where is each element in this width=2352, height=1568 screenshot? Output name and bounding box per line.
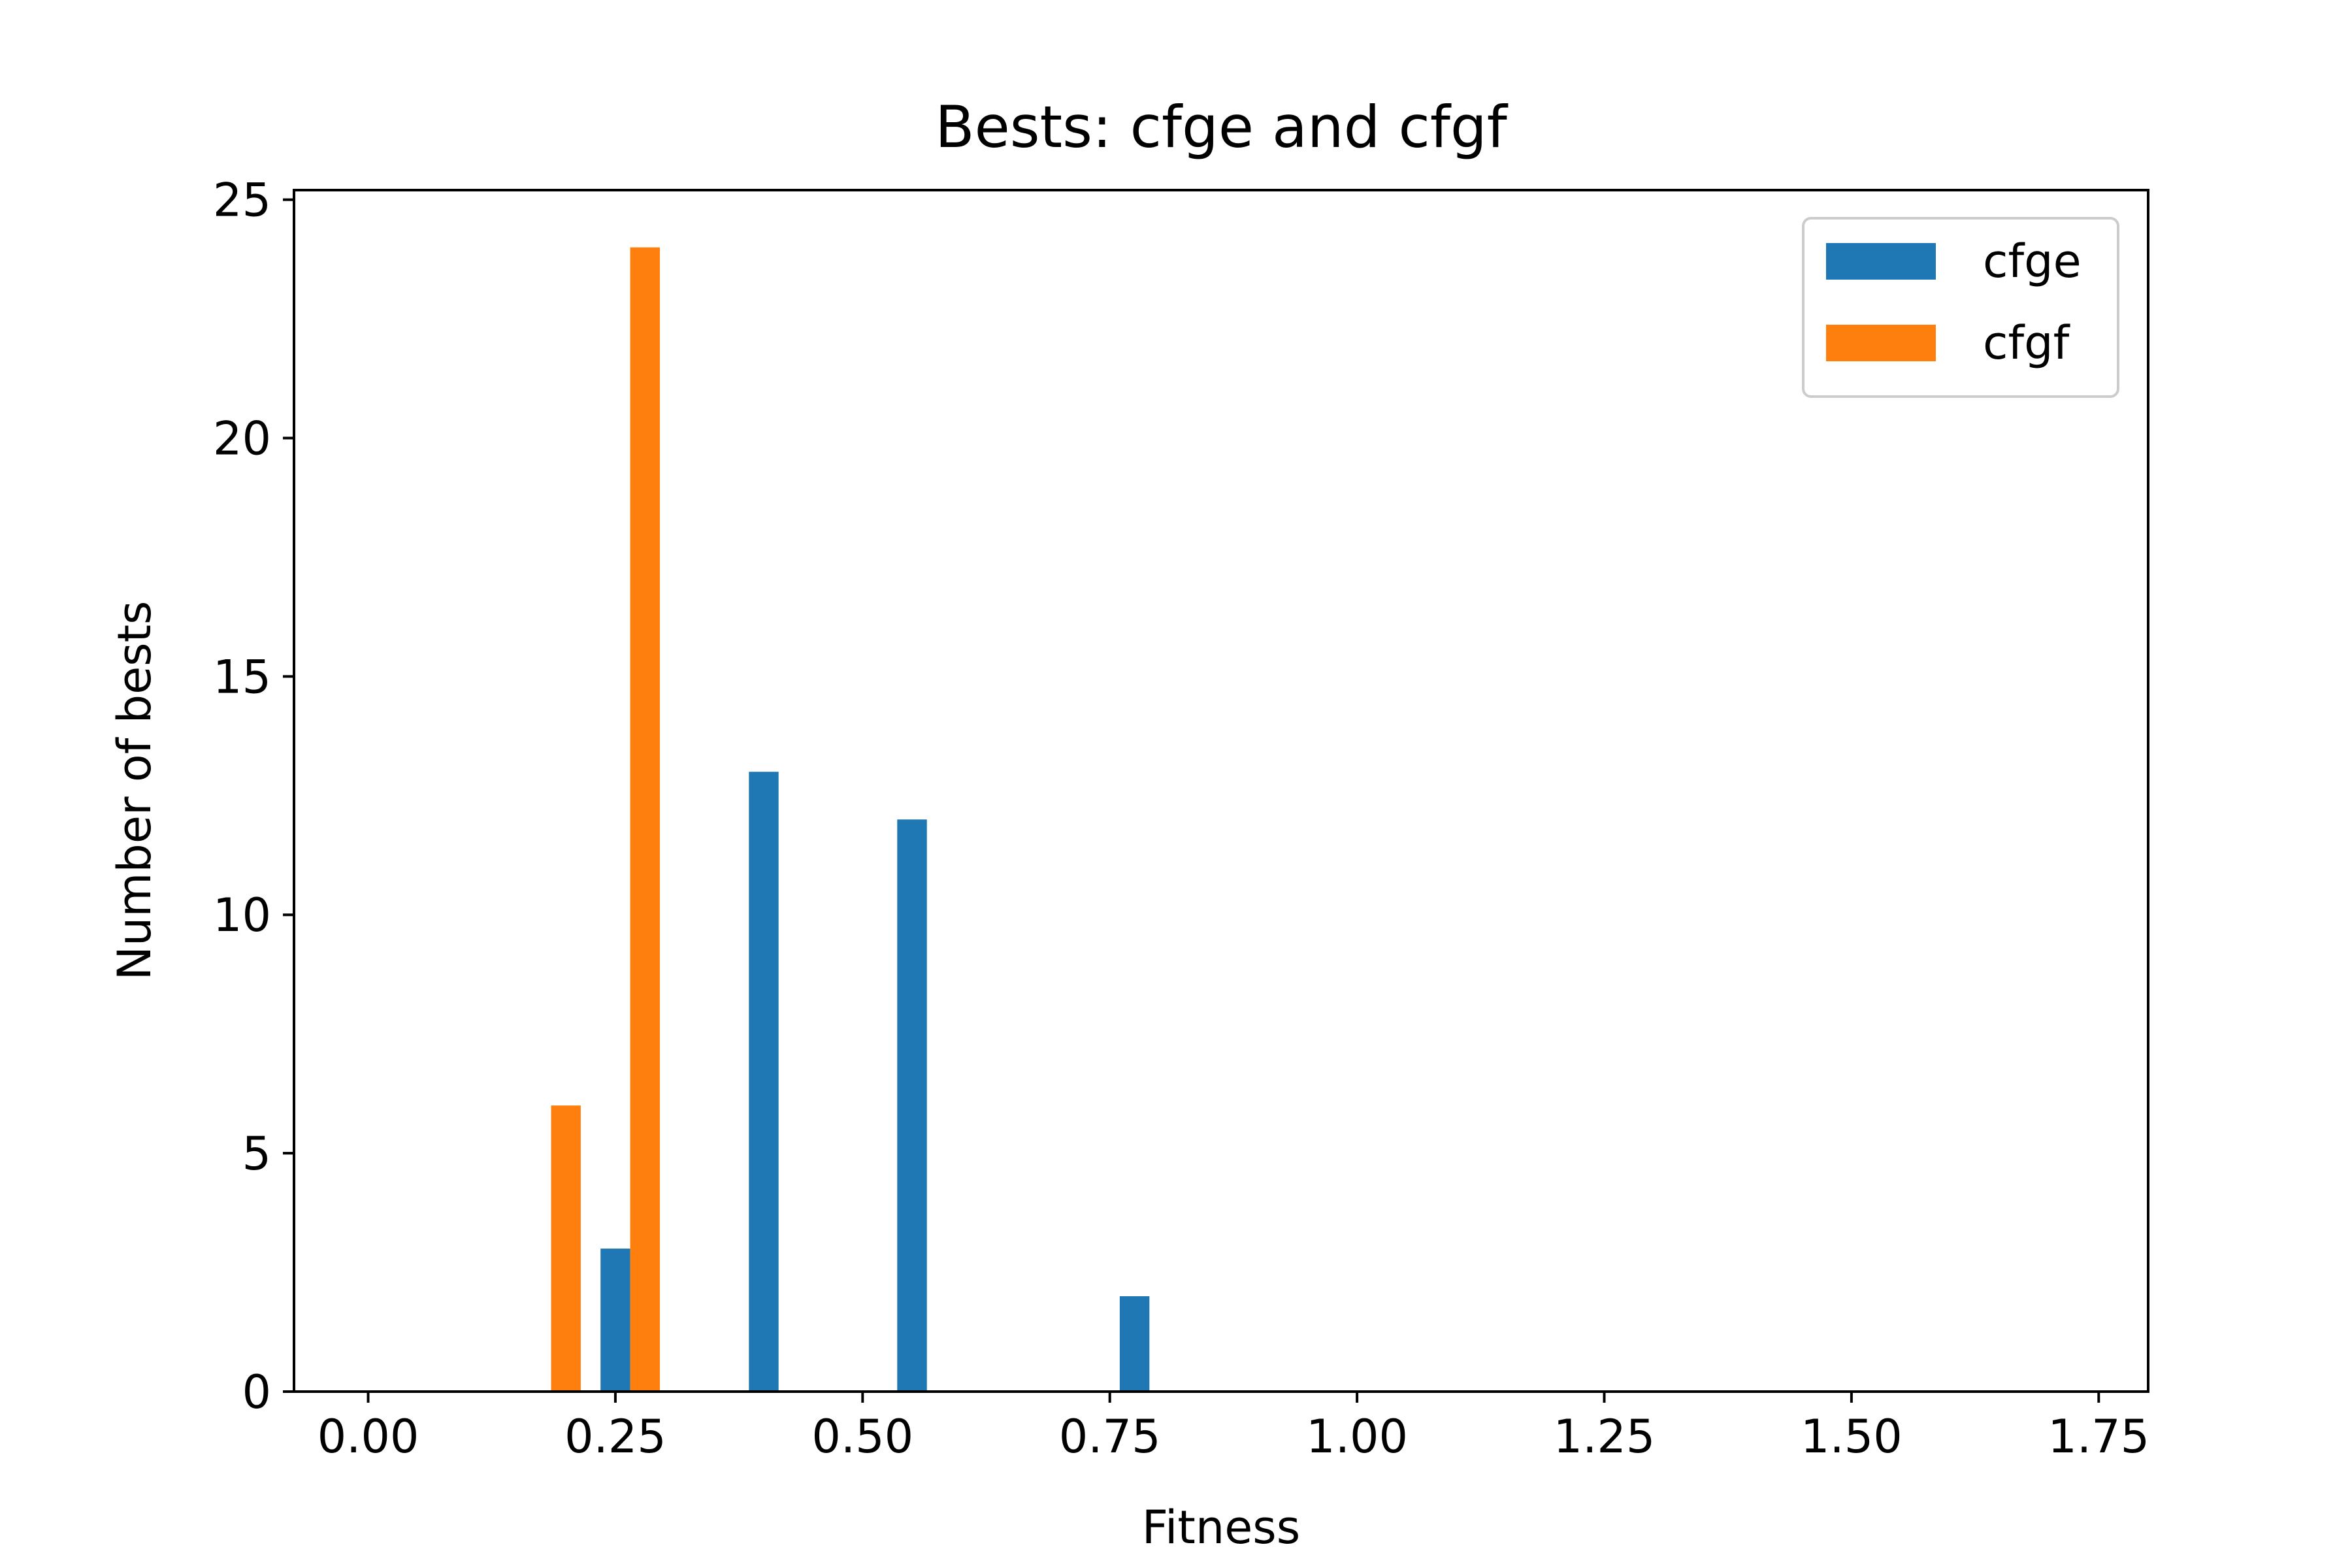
x-tick-label: 1.00 bbox=[1306, 1410, 1408, 1463]
y-tick-label: 25 bbox=[213, 174, 271, 227]
x-tick-label: 0.75 bbox=[1059, 1410, 1161, 1463]
y-axis-ticks: 0 5 10 15 20 25 bbox=[213, 174, 294, 1419]
x-tick-label: 1.75 bbox=[2048, 1410, 2149, 1463]
bar-cfge-3 bbox=[1119, 1296, 1150, 1392]
x-axis-label: Fitness bbox=[1142, 1501, 1300, 1554]
x-tick-label: 0.00 bbox=[318, 1410, 419, 1463]
y-tick-label: 5 bbox=[242, 1127, 271, 1181]
chart-title: Bests: cfge and cfgf bbox=[935, 93, 1508, 161]
x-tick-label: 0.25 bbox=[564, 1410, 666, 1463]
bars-group bbox=[551, 247, 1150, 1392]
legend-label-cfgf: cfgf bbox=[1983, 316, 2070, 370]
y-axis-label: Number of bests bbox=[108, 600, 161, 980]
plot-frame bbox=[293, 189, 2149, 1393]
bar-cfgf-0 bbox=[551, 1105, 581, 1392]
bar-cfge-2 bbox=[897, 819, 927, 1392]
legend-swatch-cfge bbox=[1826, 243, 1936, 280]
y-tick-label: 0 bbox=[242, 1365, 271, 1419]
x-tick-label: 1.50 bbox=[1801, 1410, 1903, 1463]
bar-cfgf-1 bbox=[630, 247, 660, 1392]
bar-cfge-0 bbox=[600, 1249, 630, 1392]
bar-cfge-1 bbox=[749, 772, 779, 1392]
x-axis-ticks: 0.00 0.25 0.50 0.75 1.00 1.25 1.50 1.75 bbox=[318, 1392, 2149, 1463]
y-tick-label: 10 bbox=[213, 889, 271, 942]
x-tick-label: 1.25 bbox=[1554, 1410, 1656, 1463]
legend-swatch-cfgf bbox=[1826, 325, 1936, 361]
y-tick-label: 20 bbox=[213, 412, 271, 466]
x-tick-label: 0.50 bbox=[811, 1410, 913, 1463]
y-tick-label: 15 bbox=[213, 650, 271, 704]
legend: cfge cfgf bbox=[1802, 217, 2119, 398]
legend-label-cfge: cfge bbox=[1983, 235, 2082, 288]
